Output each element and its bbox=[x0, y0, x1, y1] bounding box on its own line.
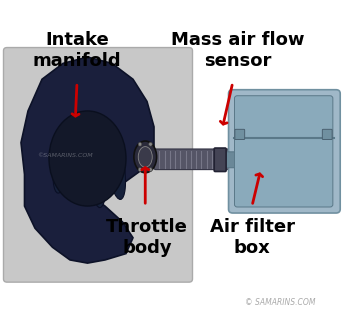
Text: Intake
manifold: Intake manifold bbox=[33, 31, 121, 70]
FancyBboxPatch shape bbox=[234, 96, 333, 207]
Text: Mass air flow
sensor: Mass air flow sensor bbox=[171, 31, 305, 70]
Text: © SAMARINS.COM: © SAMARINS.COM bbox=[245, 299, 315, 307]
FancyBboxPatch shape bbox=[214, 148, 226, 171]
Ellipse shape bbox=[149, 168, 152, 171]
FancyBboxPatch shape bbox=[223, 152, 236, 168]
Ellipse shape bbox=[49, 111, 126, 206]
Ellipse shape bbox=[138, 142, 142, 146]
Ellipse shape bbox=[149, 142, 152, 146]
FancyBboxPatch shape bbox=[322, 129, 332, 139]
FancyBboxPatch shape bbox=[229, 90, 340, 213]
Ellipse shape bbox=[71, 127, 90, 203]
Polygon shape bbox=[21, 57, 154, 263]
Ellipse shape bbox=[138, 168, 142, 171]
Ellipse shape bbox=[105, 130, 126, 199]
Ellipse shape bbox=[134, 141, 157, 173]
Ellipse shape bbox=[53, 124, 73, 193]
Ellipse shape bbox=[89, 128, 107, 208]
Text: Throttle
body: Throttle body bbox=[106, 218, 188, 257]
FancyBboxPatch shape bbox=[4, 48, 192, 282]
Text: ©SAMARINS.COM: ©SAMARINS.COM bbox=[37, 153, 92, 158]
Ellipse shape bbox=[138, 146, 152, 167]
Text: Air filter
box: Air filter box bbox=[210, 218, 294, 257]
FancyBboxPatch shape bbox=[235, 129, 245, 139]
FancyBboxPatch shape bbox=[154, 149, 234, 170]
